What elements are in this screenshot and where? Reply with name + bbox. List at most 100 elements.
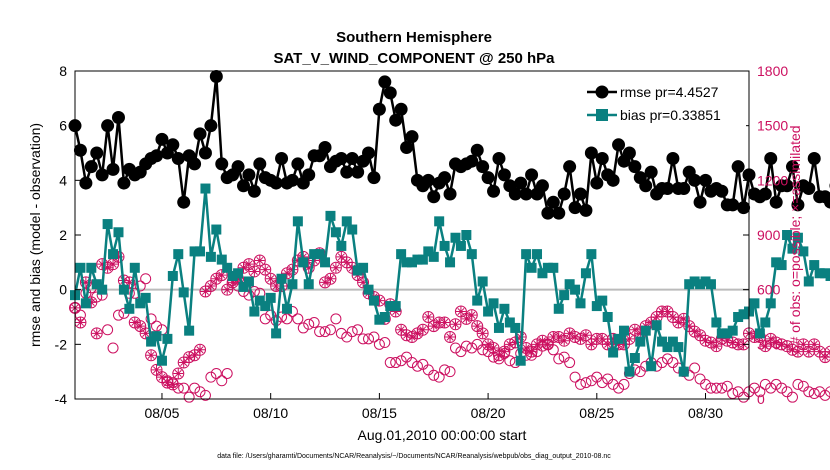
bias-point (635, 336, 646, 347)
rmse-point (247, 184, 261, 198)
assimilated-obs-point (79, 276, 92, 289)
possible-obs-point (569, 371, 581, 383)
bias-point (575, 298, 586, 309)
assimilated-obs-point (357, 276, 370, 289)
bias-point (298, 257, 309, 268)
possible-obs-point (308, 316, 320, 328)
assimilated-obs-cross (156, 372, 167, 383)
assimilated-obs-cross (597, 333, 608, 344)
possible-obs-point (303, 318, 315, 330)
assimilated-obs-cross (417, 324, 428, 335)
assimilated-obs-cross (303, 262, 314, 273)
data-file-footnote: data file: /Users/gharamti/Documents/NCA… (217, 453, 611, 460)
rmse-point (171, 151, 185, 165)
rmse-point (584, 146, 598, 160)
rmse-point (111, 110, 125, 124)
bias-point (140, 292, 151, 303)
assimilated-obs-point (259, 263, 272, 276)
y-left-tick-label: -4 (55, 391, 68, 407)
bias-point (287, 279, 298, 290)
assimilated-obs-point (471, 320, 484, 333)
assimilated-obs-cross (428, 321, 439, 332)
possible-obs-point (183, 391, 195, 403)
possible-obs-point (199, 389, 211, 401)
assimilated-obs-point (710, 340, 723, 353)
possible-obs-point (776, 382, 788, 394)
assimilated-obs-point (791, 345, 804, 358)
possible-obs-point (390, 357, 402, 369)
bias-point (129, 262, 140, 273)
assimilated-obs-point (422, 311, 435, 323)
assimilated-obs-cross (705, 337, 716, 348)
y-axis-right-label: # of obs: o=possible; ×=assimilated (787, 125, 803, 344)
rmse-point (552, 206, 566, 220)
possible-obs-point (411, 360, 423, 372)
rmse-point (372, 102, 386, 116)
rmse-point (389, 113, 403, 127)
possible-obs-point (564, 357, 576, 369)
bias-point (445, 257, 456, 268)
possible-obs-point (754, 386, 766, 398)
rmse-point (362, 146, 376, 160)
bias-point (450, 232, 461, 243)
y-right-tick-label: 900 (757, 227, 781, 243)
bias-point (651, 320, 662, 331)
bias-point (716, 328, 727, 339)
bias-point (233, 268, 244, 279)
bias-point (156, 355, 167, 366)
bias-point (407, 257, 417, 268)
possible-obs-point (803, 386, 815, 398)
possible-obs-point (134, 280, 146, 292)
bias-point (352, 265, 363, 276)
bias-point (385, 301, 396, 312)
assimilated-obs-circle (416, 323, 429, 336)
bias-point (553, 303, 564, 314)
rmse-point (84, 160, 98, 174)
bias-point (532, 249, 543, 260)
assimilated-obs-point (824, 345, 830, 358)
rmse-point (476, 160, 490, 174)
assimilated-obs-cross (782, 341, 793, 352)
assimilated-obs-circle (329, 261, 342, 274)
assimilated-obs-point (107, 258, 120, 271)
bias-point (320, 257, 331, 268)
assimilated-obs-cross (195, 344, 206, 355)
possible-obs-point (140, 273, 152, 285)
assimilated-obs-cross (575, 333, 586, 344)
rmse-point (378, 75, 392, 89)
rmse-point (345, 151, 359, 165)
possible-obs-point (112, 309, 124, 321)
assimilated-obs-circle (465, 309, 478, 322)
bias-point (765, 298, 776, 309)
bias-point (705, 279, 716, 290)
bias-point (624, 366, 635, 377)
assimilated-obs-cross (325, 273, 336, 284)
assimilated-obs-point (204, 280, 217, 293)
assimilated-obs-cross (553, 332, 564, 343)
possible-obs-point (363, 333, 375, 345)
assimilated-obs-point (416, 323, 429, 336)
chart-title: Southern Hemisphere (336, 29, 492, 46)
y-right-tick-label: 0 (757, 391, 765, 407)
assimilated-obs-circle (259, 263, 272, 276)
bias-point (330, 227, 341, 238)
assimilated-obs-point (324, 272, 337, 285)
bias-point (695, 279, 706, 290)
assimilated-obs-cross (390, 306, 401, 317)
assimilated-obs-cross (542, 339, 553, 350)
possible-obs-point (248, 285, 260, 297)
assimilated-obs-cross (86, 297, 97, 308)
rmse-series (68, 69, 830, 220)
bias-point (151, 331, 162, 342)
assimilated-obs-cross (238, 262, 249, 273)
bias-point (597, 295, 608, 306)
legend-bias-marker (596, 109, 608, 121)
assimilated-obs-point (465, 309, 478, 322)
rmse-point (568, 201, 582, 215)
bias-point (254, 295, 265, 306)
legend-rmse-marker (595, 85, 609, 99)
bias-point (483, 306, 494, 317)
possible-obs-point (406, 357, 418, 369)
rmse-point (166, 138, 180, 152)
assimilated-obs-cross (216, 270, 227, 281)
